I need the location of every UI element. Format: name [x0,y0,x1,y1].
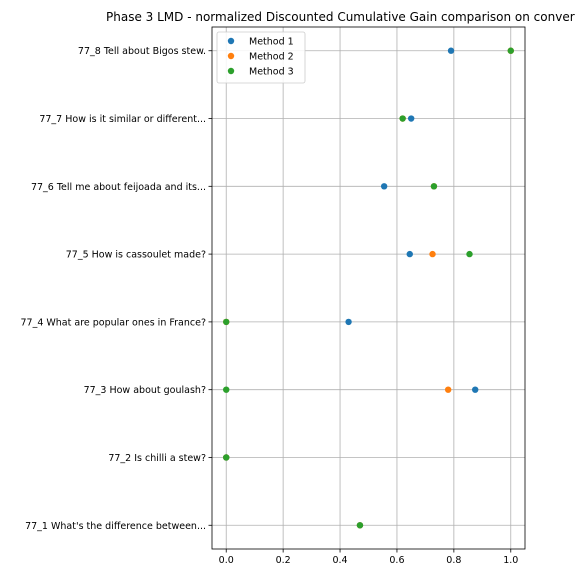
data-point [356,522,364,529]
data-point [447,47,455,54]
data-point [223,454,230,461]
y-tick-label: 77_4 What are popular ones in France? [20,317,206,328]
data-point [399,115,406,122]
data-point [407,115,415,122]
data-point [430,183,438,190]
x-tick-label: 0.6 [389,555,404,566]
data-point [223,318,230,326]
legend-label: Method 2 [249,52,294,63]
legend-marker [227,67,235,75]
x-axis: 0.0 0.2 0.4 0.6 0.8 1.0 [219,549,518,566]
y-tick-label: 77_6 Tell me about feijoada and its... [31,182,206,193]
x-tick-label: 0.2 [276,555,291,566]
legend: Method 1 Method 2 Method 3 [216,31,306,84]
legend-label: Method 3 [249,67,294,78]
data-point [466,250,473,258]
legend-marker [227,52,235,60]
y-tick-label: 77_7 How is it similar or different... [39,114,206,125]
x-tick-label: 1.0 [503,555,518,566]
chart-title: Phase 3 LMD - normalized Discounted Cumu… [106,10,575,24]
legend-label: Method 1 [249,37,294,48]
y-tick-label: 77_3 How about goulash? [84,385,206,396]
data-point [380,183,388,190]
data-point [406,250,413,258]
y-tick-label: 77_1 What's the difference between... [25,521,206,532]
y-tick-label: 77_2 Is chilli a stew? [108,453,206,464]
y-tick-label: 77_8 Tell about Bigos stew. [78,46,206,57]
grid-lines [212,27,525,549]
y-tick-label: 77_5 How is cassoulet made? [66,250,206,261]
x-tick-label: 0.8 [446,555,461,566]
x-tick-label: 0.4 [332,555,347,566]
data-point [444,386,452,393]
data-point [507,47,514,54]
data-point [429,250,436,258]
x-tick-label: 0.0 [219,555,234,566]
legend-frame [216,31,306,84]
plot-frame [211,26,526,550]
data-point [345,318,352,326]
data-points [223,47,514,529]
y-axis: 77_1 What's the difference between... 77_… [20,46,212,532]
data-point [472,386,479,393]
data-point [223,386,230,393]
legend-marker [227,37,235,45]
